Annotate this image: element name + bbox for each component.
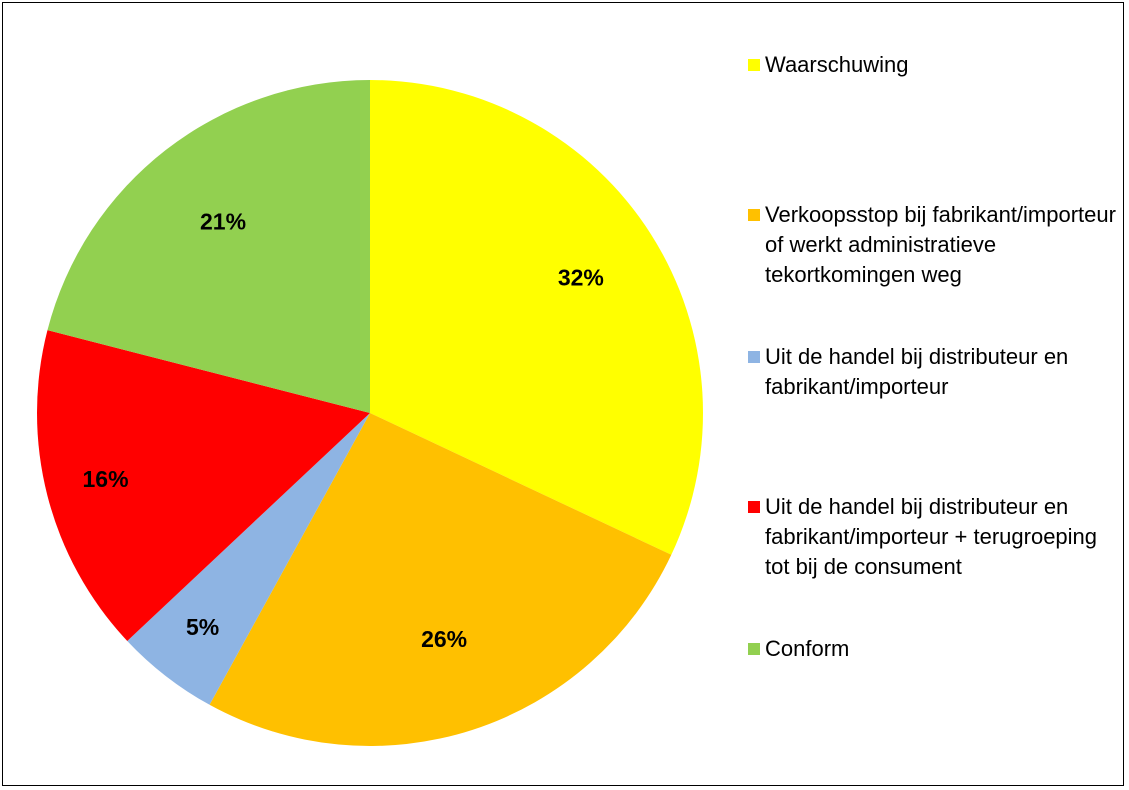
legend-swatch <box>748 351 760 363</box>
legend-swatch <box>748 209 760 221</box>
legend-item-verkoopsstop: Verkoopsstop bij fabrikant/importeur of … <box>748 200 1120 290</box>
pie-slice-3 <box>127 413 370 705</box>
pie-slices <box>37 80 704 746</box>
legend-label: Uit de handel bij distributeur en fabrik… <box>765 344 1069 399</box>
pie-slice-4 <box>37 330 371 641</box>
legend-label: Verkoopsstop bij fabrikant/importeur of … <box>765 202 1116 287</box>
legend-item-terugroeping: Uit de handel bij distributeur en fabrik… <box>748 492 1120 582</box>
legend-item-waarschuwing: Waarschuwing <box>748 50 1120 80</box>
legend-label: Uit de handel bij distributeur en fabrik… <box>765 494 1098 579</box>
pie-data-labels: 32% 26% 5% 16% 21% <box>82 209 603 652</box>
legend-label: Conform <box>765 636 850 661</box>
pie-slice-1 <box>370 80 704 555</box>
data-label-4: 16% <box>82 466 128 492</box>
legend-swatch <box>748 501 760 513</box>
data-label-5: 21% <box>200 209 246 235</box>
legend-item-conform: Conform <box>748 634 1120 664</box>
data-label-1: 32% <box>558 264 604 290</box>
legend-swatch <box>748 59 760 71</box>
legend-swatch <box>748 643 760 655</box>
legend-item-uit-de-handel: Uit de handel bij distributeur en fabrik… <box>748 342 1120 402</box>
data-label-3: 5% <box>186 614 219 640</box>
pie-slice-2 <box>209 413 672 746</box>
legend-label: Waarschuwing <box>765 52 909 77</box>
data-label-2: 26% <box>421 626 467 652</box>
pie-slice-5 <box>47 80 371 413</box>
